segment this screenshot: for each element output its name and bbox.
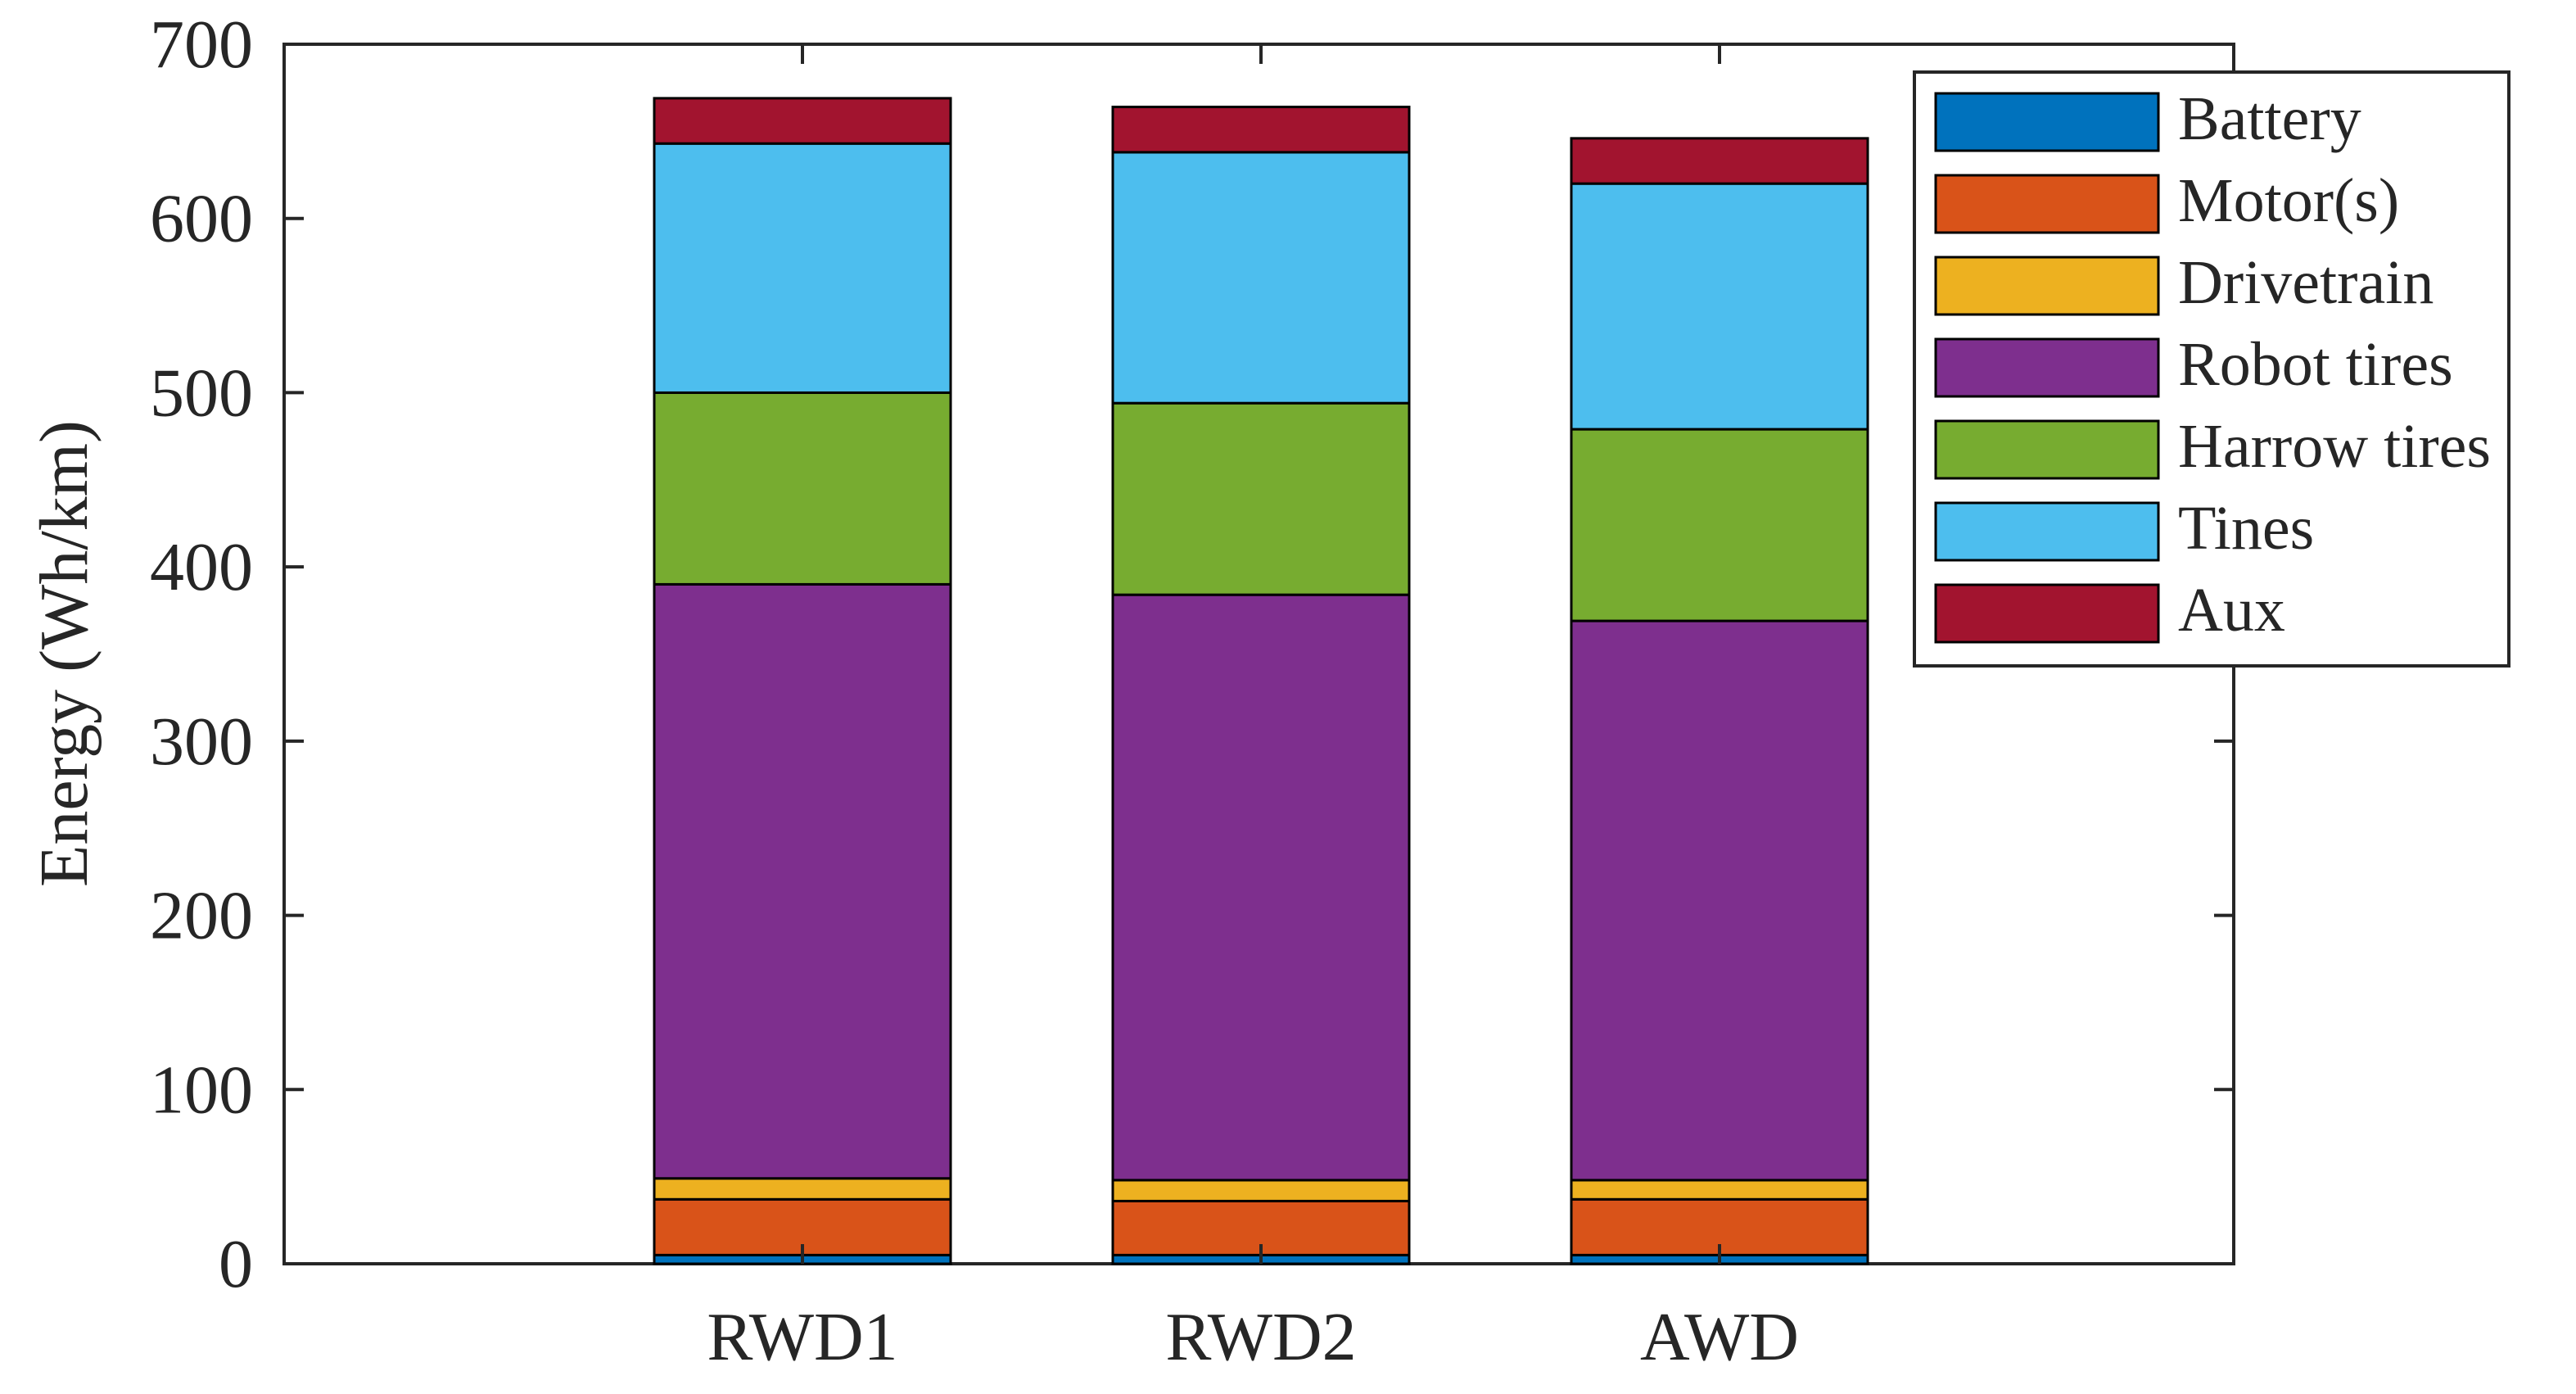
bar-segment-rwd1-drivetrain (653, 1177, 952, 1201)
y-tick-label: 500 (150, 355, 253, 431)
bar-segment-rwd2-tines (1111, 151, 1411, 405)
bars-layer (653, 97, 1869, 1265)
ticks-layer: 0 100 200 300 400 500 600 700 RWD1 RWD2 AWD (150, 7, 2234, 1375)
bar-segment-rwd2-harrow-tires (1111, 401, 1411, 596)
legend-label-aux: Aux (2178, 576, 2285, 645)
legend-swatch-drivetrain (1934, 256, 2160, 316)
bar-segment-awd-harrow-tires (1570, 428, 1869, 622)
bar-segment-awd-drivetrain (1570, 1179, 1869, 1201)
x-tick-label: AWD (1640, 1299, 1799, 1375)
legend-label-motor-s-: Motor(s) (2178, 166, 2399, 235)
bar-segment-rwd2-aux (1111, 106, 1411, 154)
bar-segment-rwd1-harrow-tires (653, 391, 952, 586)
legend-swatch-motor-s- (1934, 174, 2160, 234)
y-tick-label: 300 (150, 704, 253, 780)
legend-label-drivetrain: Drivetrain (2178, 248, 2434, 317)
legend-swatch-tines (1934, 501, 2160, 562)
bar-segment-awd-tines (1570, 182, 1869, 431)
x-tick-label: RWD2 (1165, 1299, 1356, 1375)
legend-label-robot-tires: Robot tires (2178, 330, 2453, 399)
y-tick-label: 700 (150, 7, 253, 83)
bar-segment-rwd1-tines (653, 142, 952, 394)
y-tick-label: 0 (219, 1226, 253, 1302)
bar-segment-awd-aux (1570, 137, 1869, 185)
bar-segment-rwd2-robot-tires (1111, 593, 1411, 1182)
legend-swatch-harrow-tires (1934, 419, 2160, 480)
legend-label-harrow-tires: Harrow tires (2178, 412, 2491, 481)
legend-label-battery: Battery (2178, 84, 2361, 153)
y-tick-label: 400 (150, 529, 253, 605)
legend-swatch-robot-tires (1934, 337, 2160, 398)
y-axis-title: Energy (Wh/km) (26, 420, 102, 887)
legend-label-tines: Tines (2178, 494, 2314, 563)
legend-items: Battery Motor(s) Drivetrain Robot tires Harr… (1934, 84, 2491, 645)
legend-swatch-aux (1934, 583, 2160, 644)
bar-segment-awd-robot-tires (1570, 619, 1869, 1182)
y-tick-label: 100 (150, 1052, 253, 1128)
bar-segment-rwd2-drivetrain (1111, 1179, 1411, 1202)
bar-segment-rwd1-robot-tires (653, 582, 952, 1180)
y-tick-label: 600 (150, 181, 253, 257)
y-tick-label: 200 (150, 878, 253, 954)
bar-segment-rwd1-aux (653, 97, 952, 145)
legend-swatch-battery (1934, 92, 2160, 152)
legend: Battery Motor(s) Drivetrain Robot tires Harr… (1913, 70, 2510, 668)
x-tick-label: RWD1 (707, 1299, 897, 1375)
